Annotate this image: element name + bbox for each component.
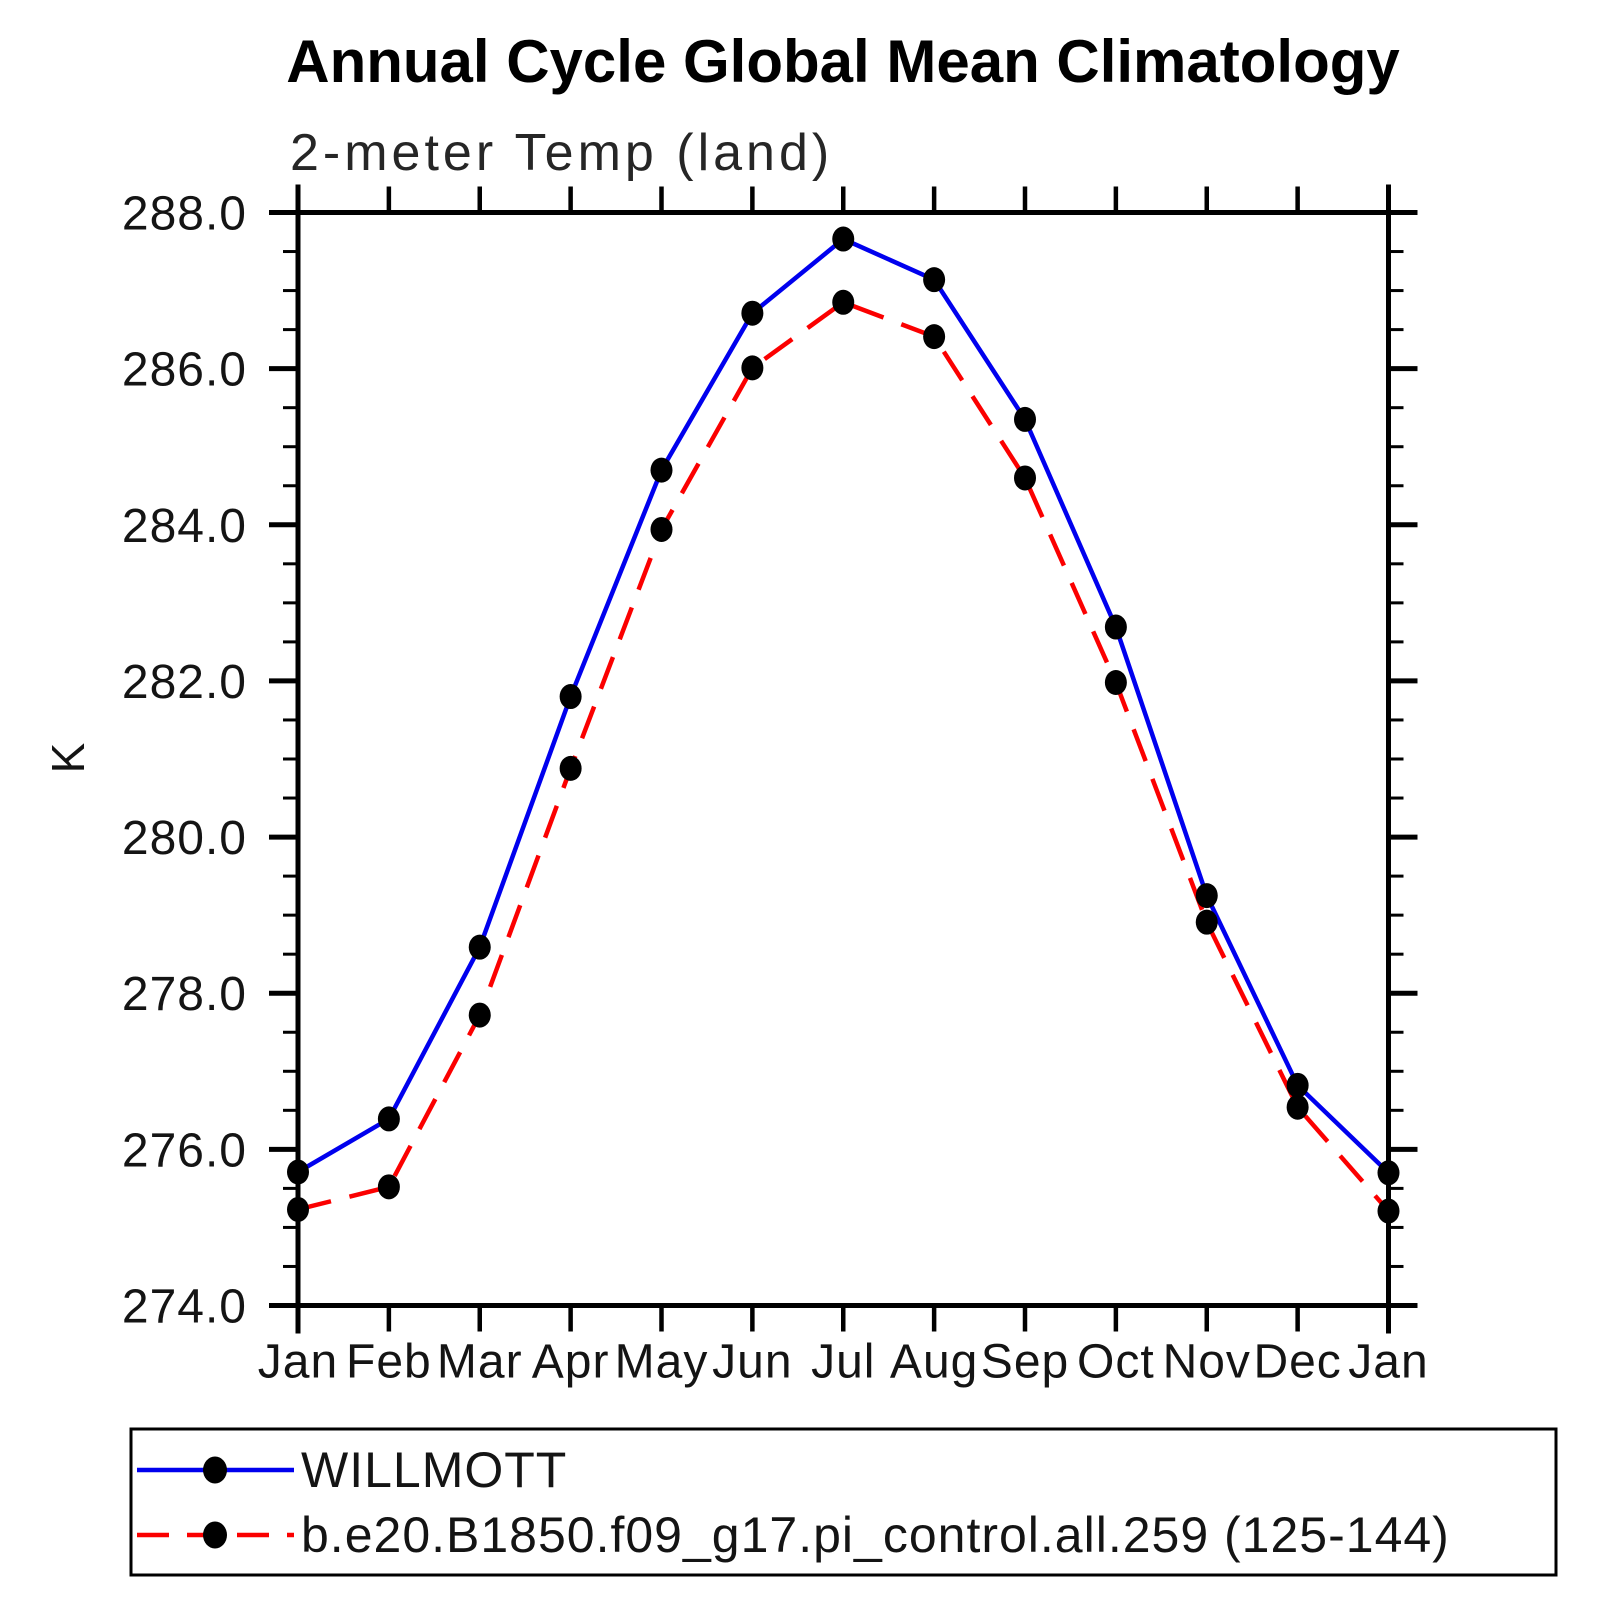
data-point-marker	[1195, 883, 1218, 909]
month-label: Nov	[1163, 1336, 1251, 1389]
data-point-marker	[559, 684, 582, 710]
data-point-marker	[287, 1159, 309, 1185]
data-point-marker	[1377, 1160, 1400, 1186]
y-tick-label: 280.0	[122, 812, 247, 865]
legend-box	[129, 1427, 1558, 1577]
y-axis-ticks	[269, 210, 1418, 1308]
y-tick-label: 284.0	[122, 500, 247, 553]
data-point-marker	[377, 1174, 400, 1200]
data-point-marker	[741, 355, 764, 381]
data-point-markers	[287, 226, 1400, 1224]
x-axis-month-labels: Jan Feb Mar Apr May Jun Jul Aug Sep Oct Nov Dec Jan	[258, 1336, 1428, 1389]
data-point-marker	[468, 1002, 491, 1028]
y-tick-label: 276.0	[122, 1124, 247, 1177]
series-line-willmott	[296, 236, 1391, 1175]
y-tick-label: 286.0	[122, 344, 247, 397]
y-tick-label: 288.0	[122, 188, 247, 241]
month-label: Jan	[258, 1336, 338, 1389]
month-label: Mar	[437, 1336, 523, 1389]
data-series	[296, 236, 1391, 1213]
data-point-marker	[832, 289, 855, 315]
legend: WILLMOTT b.e20.B1850.f09_g17.pi_control.…	[129, 1427, 1558, 1577]
legend-marker-willmott	[203, 1456, 227, 1484]
month-label: Jan	[1348, 1336, 1428, 1389]
legend-label-willmott: WILLMOTT	[301, 1442, 567, 1498]
month-label: Aug	[890, 1336, 978, 1389]
month-label: Jul	[811, 1336, 875, 1389]
data-point-marker	[1104, 669, 1127, 695]
legend-label-model: b.e20.B1850.f09_g17.pi_control.all.259 (…	[301, 1507, 1450, 1563]
data-point-marker	[1104, 614, 1127, 640]
data-point-marker	[650, 516, 673, 542]
data-point-marker	[1195, 909, 1218, 935]
data-point-marker	[923, 324, 946, 350]
data-point-marker	[377, 1106, 400, 1132]
y-tick-label: 278.0	[122, 968, 247, 1021]
data-point-marker	[1286, 1094, 1309, 1120]
month-label: Jun	[712, 1336, 792, 1389]
month-label: Apr	[532, 1336, 610, 1389]
month-label: May	[615, 1336, 709, 1389]
data-point-marker	[650, 457, 673, 483]
y-tick-label: 274.0	[122, 1281, 247, 1334]
page-title: Annual Cycle Global Mean Climatology	[286, 28, 1400, 95]
data-point-marker	[468, 934, 491, 960]
y-axis-tick-labels: 274.0 276.0 278.0 280.0 282.0 284.0 286.0 288.0	[122, 188, 247, 1334]
data-point-marker	[559, 755, 582, 781]
month-label: Dec	[1253, 1336, 1341, 1389]
plot-subtitle: 2-meter Temp (land)	[290, 124, 833, 182]
month-label: Feb	[346, 1336, 432, 1389]
data-point-marker	[1014, 465, 1036, 491]
month-label: Oct	[1077, 1336, 1155, 1389]
y-axis-unit-label: K	[42, 742, 94, 773]
x-axis-month-ticks	[295, 186, 1391, 1332]
data-point-marker	[1286, 1072, 1309, 1098]
data-point-marker	[287, 1196, 309, 1222]
y-tick-label: 282.0	[122, 656, 247, 709]
data-point-marker	[832, 226, 855, 252]
data-point-marker	[923, 267, 946, 293]
data-point-marker	[1014, 406, 1036, 432]
month-label: Sep	[981, 1336, 1069, 1389]
data-point-marker	[1377, 1198, 1400, 1224]
axis-frame	[270, 184, 1417, 1334]
legend-marker-model	[203, 1521, 227, 1549]
data-point-marker	[741, 300, 764, 326]
series-line-model	[297, 299, 1391, 1213]
